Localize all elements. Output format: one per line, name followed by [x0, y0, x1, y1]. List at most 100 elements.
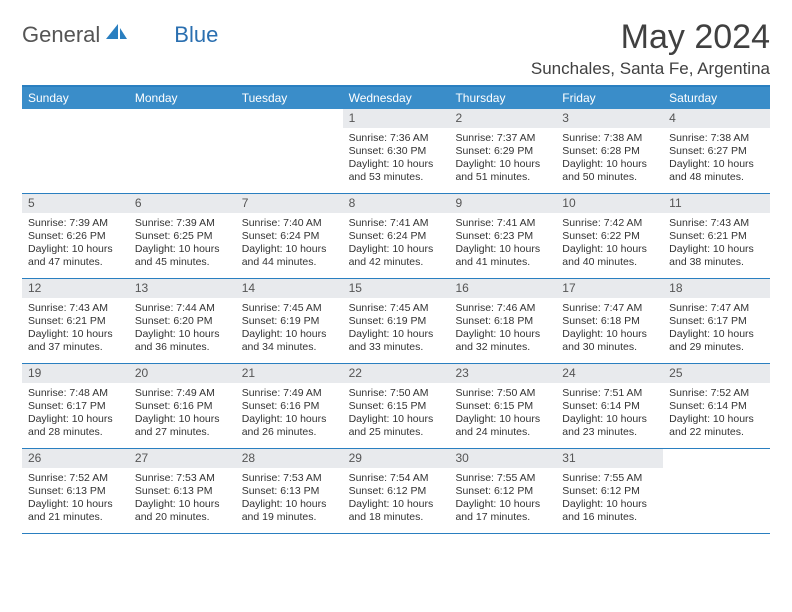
daylight-line: Daylight: 10 hours and 17 minutes. — [455, 498, 550, 524]
month-title: May 2024 — [531, 18, 770, 57]
cell-body: Sunrise: 7:40 AMSunset: 6:24 PMDaylight:… — [236, 215, 343, 274]
day-number: 21 — [236, 364, 343, 383]
sunset-line: Sunset: 6:14 PM — [562, 400, 657, 413]
cell-body: Sunrise: 7:51 AMSunset: 6:14 PMDaylight:… — [556, 385, 663, 444]
sunrise-line: Sunrise: 7:52 AM — [669, 387, 764, 400]
sunrise-line: Sunrise: 7:51 AM — [562, 387, 657, 400]
sunrise-line: Sunrise: 7:53 AM — [135, 472, 230, 485]
sunrise-line: Sunrise: 7:36 AM — [349, 132, 444, 145]
sunrise-line: Sunrise: 7:38 AM — [562, 132, 657, 145]
logo: General Blue — [22, 18, 218, 48]
calendar-cell: 13 Sunrise: 7:44 AMSunset: 6:20 PMDayligh… — [129, 279, 236, 363]
day-number: 6 — [129, 194, 236, 213]
cell-body: Sunrise: 7:47 AMSunset: 6:17 PMDaylight:… — [663, 300, 770, 359]
sunset-line: Sunset: 6:25 PM — [135, 230, 230, 243]
calendar-week: 1 Sunrise: 7:36 AMSunset: 6:30 PMDaylight… — [22, 109, 770, 194]
cell-body: Sunrise: 7:45 AMSunset: 6:19 PMDaylight:… — [236, 300, 343, 359]
sunset-line: Sunset: 6:15 PM — [349, 400, 444, 413]
sunset-line: Sunset: 6:28 PM — [562, 145, 657, 158]
sunrise-line: Sunrise: 7:53 AM — [242, 472, 337, 485]
calendar-cell: 31Sunrise: 7:55 AMSunset: 6:12 PMDayligh… — [556, 449, 663, 533]
sunset-line: Sunset: 6:16 PM — [242, 400, 337, 413]
logo-text-general: General — [22, 22, 100, 48]
sunrise-line: Sunrise: 7:55 AM — [562, 472, 657, 485]
cell-body: Sunrise: 7:46 AMSunset: 6:18 PMDaylight:… — [449, 300, 556, 359]
day-number: 1 — [343, 109, 450, 128]
daylight-line: Daylight: 10 hours and 27 minutes. — [135, 413, 230, 439]
sunrise-line: Sunrise: 7:50 AM — [455, 387, 550, 400]
calendar-cell: 4Sunrise: 7:38 AMSunset: 6:27 PMDaylight… — [663, 109, 770, 193]
calendar-cell: 1 Sunrise: 7:36 AMSunset: 6:30 PMDaylight… — [343, 109, 450, 193]
day-number: 2 — [449, 109, 556, 128]
sunrise-line: Sunrise: 7:41 AM — [349, 217, 444, 230]
cell-body: Sunrise: 7:44 AMSunset: 6:20 PMDaylight:… — [129, 300, 236, 359]
sunrise-line: Sunrise: 7:42 AM — [562, 217, 657, 230]
header: General Blue May 2024 Sunchales, Santa F… — [22, 18, 770, 79]
day-number: 27 — [129, 449, 236, 468]
daylight-line: Daylight: 10 hours and 42 minutes. — [349, 243, 444, 269]
calendar-week: 19Sunrise: 7:48 AMSunset: 6:17 PMDayligh… — [22, 364, 770, 449]
calendar-cell: 29Sunrise: 7:54 AMSunset: 6:12 PMDayligh… — [343, 449, 450, 533]
cell-body: Sunrise: 7:41 AMSunset: 6:23 PMDaylight:… — [449, 215, 556, 274]
calendar-cell: 10Sunrise: 7:42 AMSunset: 6:22 PMDayligh… — [556, 194, 663, 278]
sunrise-line: Sunrise: 7:55 AM — [455, 472, 550, 485]
daylight-line: Daylight: 10 hours and 18 minutes. — [349, 498, 444, 524]
calendar-cell: 26Sunrise: 7:52 AMSunset: 6:13 PMDayligh… — [22, 449, 129, 533]
sunset-line: Sunset: 6:12 PM — [562, 485, 657, 498]
daylight-line: Daylight: 10 hours and 53 minutes. — [349, 158, 444, 184]
sunset-line: Sunset: 6:19 PM — [242, 315, 337, 328]
day-number: 29 — [343, 449, 450, 468]
sunset-line: Sunset: 6:16 PM — [135, 400, 230, 413]
day-header: Thursday — [449, 87, 556, 109]
cell-body: Sunrise: 7:50 AMSunset: 6:15 PMDaylight:… — [449, 385, 556, 444]
sunset-line: Sunset: 6:14 PM — [669, 400, 764, 413]
calendar-cell: 25 Sunrise: 7:52 AMSunset: 6:14 PMDayligh… — [663, 364, 770, 448]
calendar-cell: 30Sunrise: 7:55 AMSunset: 6:12 PMDayligh… — [449, 449, 556, 533]
day-headers-row: SundayMondayTuesdayWednesdayThursdayFrid… — [22, 87, 770, 109]
daylight-line: Daylight: 10 hours and 24 minutes. — [455, 413, 550, 439]
cell-body: Sunrise: 7:45 AMSunset: 6:19 PMDaylight:… — [343, 300, 450, 359]
sunset-line: Sunset: 6:13 PM — [28, 485, 123, 498]
cell-body: Sunrise: 7:53 AMSunset: 6:13 PMDaylight:… — [129, 470, 236, 529]
daylight-line: Daylight: 10 hours and 20 minutes. — [135, 498, 230, 524]
day-number: 30 — [449, 449, 556, 468]
daylight-line: Daylight: 10 hours and 38 minutes. — [669, 243, 764, 269]
cell-body: Sunrise: 7:39 AMSunset: 6:25 PMDaylight:… — [129, 215, 236, 274]
cell-body: Sunrise: 7:38 AMSunset: 6:27 PMDaylight:… — [663, 130, 770, 189]
calendar-cell: 12Sunrise: 7:43 AMSunset: 6:21 PMDayligh… — [22, 279, 129, 363]
day-number: 23 — [449, 364, 556, 383]
sunset-line: Sunset: 6:21 PM — [28, 315, 123, 328]
day-number: 10 — [556, 194, 663, 213]
sunset-line: Sunset: 6:30 PM — [349, 145, 444, 158]
cell-body: Sunrise: 7:52 AMSunset: 6:14 PMDaylight:… — [663, 385, 770, 444]
daylight-line: Daylight: 10 hours and 26 minutes. — [242, 413, 337, 439]
calendar-cell: 8Sunrise: 7:41 AMSunset: 6:24 PMDaylight… — [343, 194, 450, 278]
cell-body: Sunrise: 7:38 AMSunset: 6:28 PMDaylight:… — [556, 130, 663, 189]
sunrise-line: Sunrise: 7:41 AM — [455, 217, 550, 230]
cell-body: Sunrise: 7:36 AMSunset: 6:30 PMDaylight:… — [343, 130, 450, 189]
sunset-line: Sunset: 6:18 PM — [562, 315, 657, 328]
calendar-week: 5Sunrise: 7:39 AMSunset: 6:26 PMDaylight… — [22, 194, 770, 279]
cell-body: Sunrise: 7:48 AMSunset: 6:17 PMDaylight:… — [22, 385, 129, 444]
daylight-line: Daylight: 10 hours and 44 minutes. — [242, 243, 337, 269]
day-number: 18 — [663, 279, 770, 298]
logo-text-blue: Blue — [174, 22, 218, 48]
day-number: 31 — [556, 449, 663, 468]
day-number: 20 — [129, 364, 236, 383]
day-number: 13 — [129, 279, 236, 298]
sunset-line: Sunset: 6:18 PM — [455, 315, 550, 328]
daylight-line: Daylight: 10 hours and 36 minutes. — [135, 328, 230, 354]
day-number: 17 — [556, 279, 663, 298]
day-number: 25 — [663, 364, 770, 383]
cell-body: Sunrise: 7:47 AMSunset: 6:18 PMDaylight:… — [556, 300, 663, 359]
sunset-line: Sunset: 6:26 PM — [28, 230, 123, 243]
day-number: 22 — [343, 364, 450, 383]
calendar-cell — [236, 109, 343, 193]
calendar-cell: 17 Sunrise: 7:47 AMSunset: 6:18 PMDayligh… — [556, 279, 663, 363]
sunrise-line: Sunrise: 7:47 AM — [562, 302, 657, 315]
calendar-cell: 18 Sunrise: 7:47 AMSunset: 6:17 PMDayligh… — [663, 279, 770, 363]
day-number: 28 — [236, 449, 343, 468]
daylight-line: Daylight: 10 hours and 21 minutes. — [28, 498, 123, 524]
day-number: 16 — [449, 279, 556, 298]
sunrise-line: Sunrise: 7:50 AM — [349, 387, 444, 400]
